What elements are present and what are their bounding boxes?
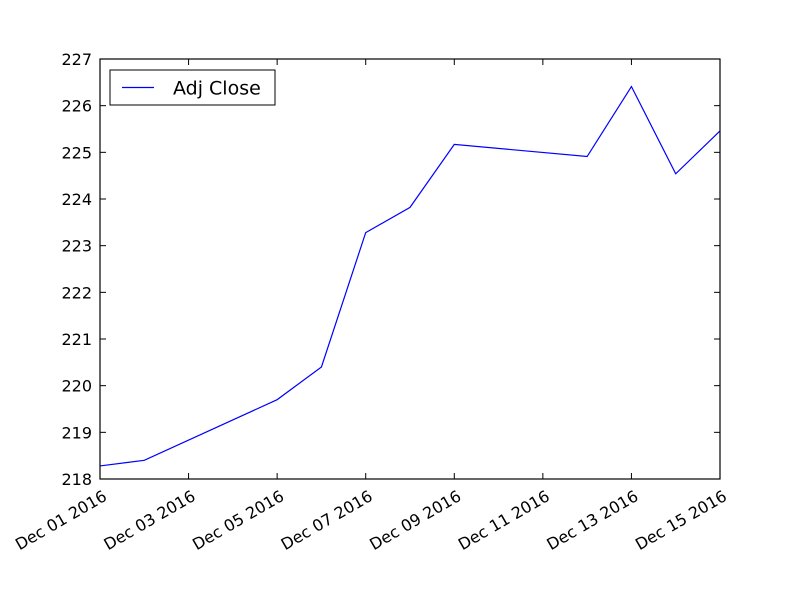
axes-frame	[99, 58, 721, 480]
y-tick-label: 222	[61, 283, 92, 302]
axis-ticks	[99, 58, 721, 480]
y-tick-label: 224	[61, 190, 92, 209]
y-tick-label: 225	[61, 143, 92, 162]
y-tick-label: 221	[61, 330, 92, 349]
y-tick-label: 219	[61, 423, 92, 442]
y-tick-label: 218	[61, 470, 92, 489]
y-tick-label: 226	[61, 97, 92, 116]
y-tick-label: 220	[61, 377, 92, 396]
legend: Adj Close	[109, 69, 276, 106]
series-line-0	[100, 85, 720, 467]
y-tick-label: 223	[61, 237, 92, 256]
plot-area	[99, 58, 721, 480]
legend-label: Adj Close	[173, 78, 261, 100]
y-tick-label: 227	[61, 50, 92, 69]
